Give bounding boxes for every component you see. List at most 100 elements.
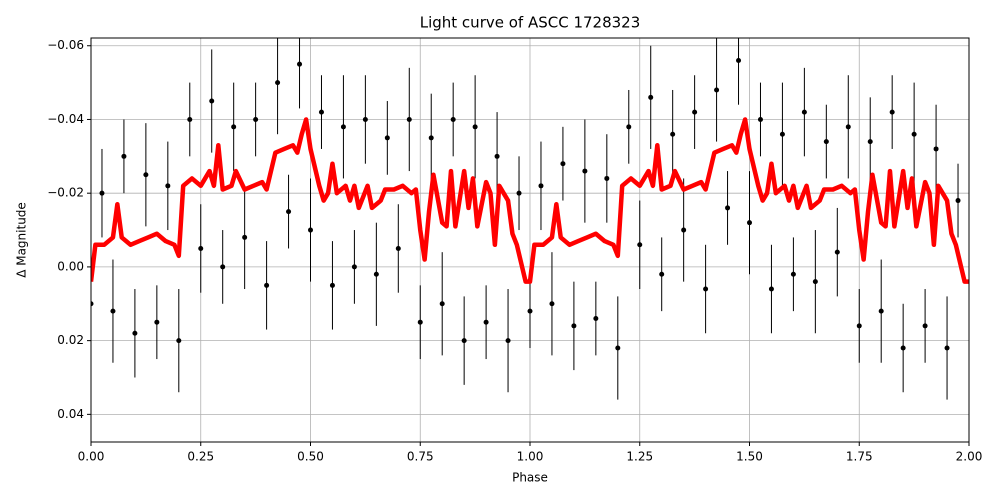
data-point (736, 57, 742, 63)
data-point (318, 109, 324, 115)
data-point (604, 175, 610, 181)
data-point (198, 245, 204, 251)
x-tick-label: 1.75 (846, 450, 873, 464)
x-tick-label: 1.00 (517, 450, 544, 464)
data-point (362, 116, 368, 122)
binned-curve (91, 117, 969, 284)
data-point (428, 135, 434, 141)
data-point (450, 116, 456, 122)
data-point (801, 109, 807, 115)
y-tick-label: 0.00 (57, 259, 84, 273)
y-tick-label: 0.02 (57, 333, 84, 347)
data-point (889, 109, 895, 115)
data-point (593, 316, 599, 322)
data-point (165, 183, 171, 189)
data-point (209, 98, 215, 104)
x-tick-label: 0.25 (187, 450, 214, 464)
data-point (911, 131, 917, 137)
data-point (143, 172, 149, 178)
plot-frame (90, 37, 970, 443)
data-point (91, 301, 94, 307)
data-point (703, 286, 709, 292)
data-point (275, 80, 281, 86)
plot-area (91, 38, 969, 400)
data-point (231, 124, 237, 130)
data-point (253, 116, 259, 122)
data-point (878, 308, 884, 314)
data-point (747, 220, 752, 226)
data-point (560, 161, 566, 167)
y-tick-label: −0.06 (47, 38, 84, 52)
data-point (384, 135, 390, 141)
data-point (834, 249, 840, 255)
data-point (856, 323, 862, 329)
data-point (692, 109, 698, 115)
data-point (648, 94, 654, 100)
data-point (308, 227, 313, 233)
data-point (538, 183, 544, 189)
data-point (220, 264, 226, 270)
data-point (681, 227, 687, 233)
y-axis-label: Δ Magnitude (15, 202, 29, 278)
y-tick-label: −0.04 (47, 112, 84, 126)
data-point (527, 308, 533, 314)
data-point (659, 271, 665, 277)
x-tick-label: 0.75 (407, 450, 434, 464)
x-tick-label: 2.00 (956, 450, 983, 464)
data-point (395, 245, 401, 251)
data-point (725, 205, 731, 211)
data-point (297, 61, 303, 67)
data-point (757, 116, 763, 122)
data-point (922, 323, 928, 329)
data-point (812, 279, 818, 285)
data-point (472, 124, 478, 130)
data-point (505, 338, 511, 344)
data-point (406, 116, 412, 122)
data-point (176, 338, 182, 344)
data-point (264, 282, 270, 288)
data-point (615, 345, 621, 351)
x-tick-label: 0.50 (297, 450, 324, 464)
data-point (571, 323, 577, 329)
data-point (626, 124, 632, 130)
data-point (790, 271, 796, 277)
data-point (242, 234, 248, 240)
data-point (494, 153, 500, 159)
data-point (286, 209, 292, 215)
y-tick-label: 0.04 (57, 407, 84, 421)
x-tick-label: 0.00 (78, 450, 105, 464)
data-point (955, 198, 961, 204)
data-point (768, 286, 774, 292)
x-axis-label: Phase (512, 471, 548, 485)
data-point (132, 330, 138, 336)
data-point (516, 190, 522, 196)
data-point (867, 139, 873, 145)
data-point (582, 168, 588, 174)
data-point (187, 116, 193, 122)
data-point (845, 124, 851, 130)
data-point (823, 139, 829, 145)
chart-title: Light curve of ASCC 1728323 (420, 14, 641, 32)
data-point (154, 319, 160, 325)
x-tick-label: 1.50 (736, 450, 763, 464)
data-point (99, 190, 105, 196)
data-point (549, 301, 555, 307)
data-point (714, 87, 720, 93)
data-point (340, 124, 346, 130)
data-point (933, 146, 939, 152)
y-tick-label: −0.02 (47, 186, 84, 200)
data-point (637, 242, 643, 248)
data-point (670, 131, 676, 137)
data-point (351, 264, 357, 270)
data-point (373, 271, 379, 277)
data-point (900, 345, 906, 351)
data-point (110, 308, 116, 314)
data-point (121, 153, 127, 159)
data-point (779, 131, 785, 137)
data-point (329, 282, 335, 288)
data-point (483, 319, 489, 325)
data-point (439, 301, 445, 307)
data-point (461, 338, 467, 344)
x-tick-label: 1.25 (626, 450, 653, 464)
